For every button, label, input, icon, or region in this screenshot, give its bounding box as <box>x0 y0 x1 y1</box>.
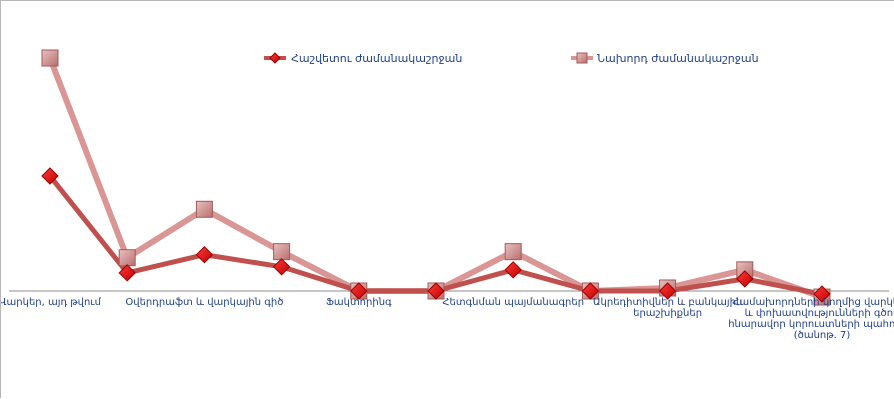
marker-diamond-0 <box>41 167 59 185</box>
category-label-8: Ակրեդիտիվներ և բանկային <box>593 297 742 308</box>
legend-label-0: Հաշվետու ժամանակաշրջան <box>291 52 462 65</box>
category-label-6: Հետգնման պայմանագրեր <box>442 297 584 308</box>
category-label-2: Օվերդրաֆտ և վարկային գիծ <box>125 297 283 308</box>
marker-diamond-6 <box>504 261 522 279</box>
marker-square-6 <box>504 243 522 261</box>
marker-diamond-2 <box>195 245 214 264</box>
marker-square-1 <box>118 249 136 267</box>
marker-diamond-7 <box>581 282 600 300</box>
marker-square-3 <box>273 243 291 261</box>
marker-square-2 <box>195 200 213 218</box>
marker-diamond-9 <box>736 270 754 288</box>
marker-diamond-1 <box>118 264 136 282</box>
marker-diamond-5 <box>427 282 445 300</box>
category-label-10: հնարավոր կորուստների պահուստ <box>728 319 894 330</box>
marker-square-0 <box>41 49 59 67</box>
marker-diamond-3 <box>272 258 291 276</box>
category-label-10: և փոխատվությունների գծով <box>745 308 894 319</box>
marker-diamond-8 <box>658 282 677 300</box>
category-label-10: Համախորդների կողմից վարկերի <box>732 297 894 308</box>
legend-marker-0 <box>269 52 281 64</box>
series-line-1 <box>47 55 825 301</box>
category-label-8: երաշխիքներ <box>633 308 702 319</box>
category-label-0: Վարկեր, այդ թվում <box>1 297 102 308</box>
legend-marker-1 <box>576 52 588 64</box>
category-label-10: (ծանոթ. 7) <box>794 330 851 341</box>
marker-diamond-4 <box>350 282 368 300</box>
legend-label-1: Նախորդ ժամանակաշրջան <box>597 52 759 65</box>
category-label-4: Ֆակտորինգ <box>326 297 392 308</box>
marker-diamond-10 <box>813 285 831 303</box>
